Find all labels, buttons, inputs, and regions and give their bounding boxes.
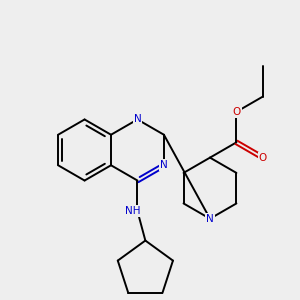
Text: NH: NH (125, 206, 141, 216)
Text: N: N (134, 115, 141, 124)
Text: O: O (259, 153, 267, 163)
Text: N: N (206, 214, 214, 224)
Text: O: O (232, 107, 241, 117)
Text: N: N (160, 160, 168, 170)
